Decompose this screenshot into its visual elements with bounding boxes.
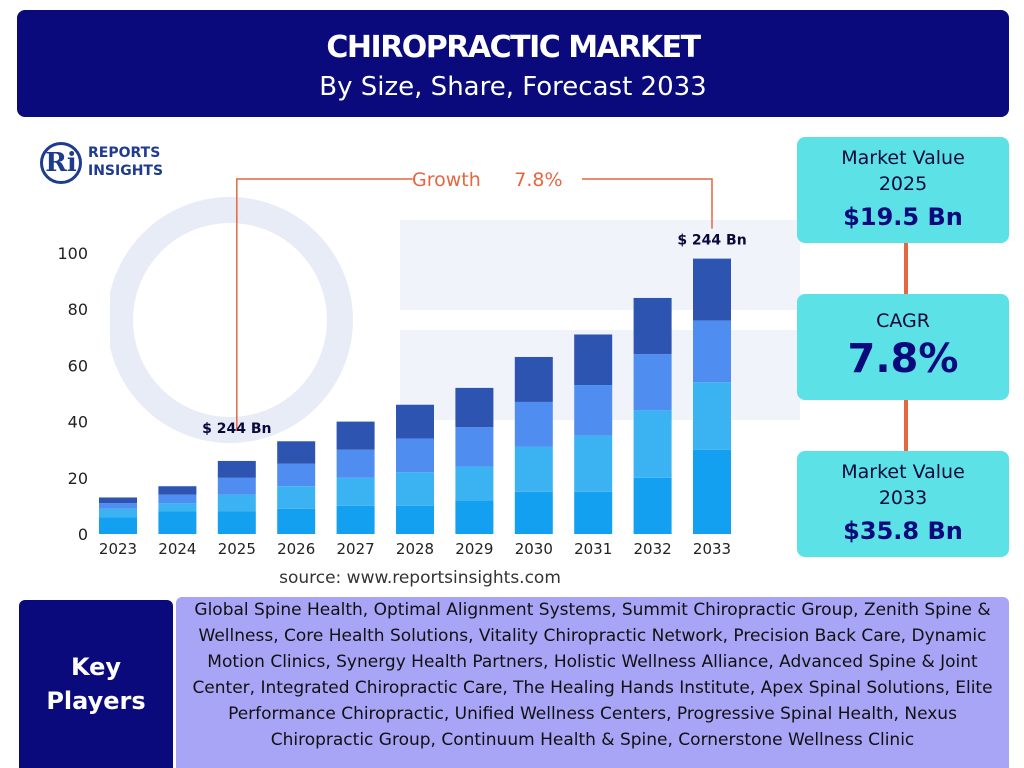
bar-value-label-2025: $ 244 Bn <box>202 421 271 437</box>
logo-text: REPORTS INSIGHTS <box>88 144 163 180</box>
growth-bracket-left <box>236 178 413 431</box>
bar-segment <box>455 500 494 534</box>
bar-segment <box>633 297 672 355</box>
x-tick-label: 2030 <box>515 540 553 558</box>
bar-segment <box>396 505 434 534</box>
bar-segment <box>158 494 197 504</box>
bar-segment <box>336 421 375 450</box>
card-year: 2025 <box>878 173 928 195</box>
bar-segment <box>217 494 256 512</box>
key-players-label: Key Players <box>19 600 173 768</box>
header-banner: CHIROPRACTIC MARKET By Size, Share, Fore… <box>17 10 1009 117</box>
bar-segment <box>217 477 256 495</box>
bar-segment <box>217 460 256 478</box>
bar-segment <box>693 449 731 534</box>
logo-line-1: REPORTS <box>88 145 161 161</box>
card-connector-top <box>904 243 908 294</box>
x-tick-label: 2033 <box>693 540 731 558</box>
page-title: CHIROPRACTIC MARKET <box>326 30 701 65</box>
cagr-card: CAGR 7.8% <box>797 294 1009 400</box>
bar-segment <box>99 517 137 534</box>
y-tick-label: 40 <box>68 413 88 432</box>
bar-value-label-2033: $ 244 Bn <box>677 233 746 249</box>
growth-bracket-right <box>582 178 713 229</box>
bar-segment <box>455 427 494 467</box>
bar-segment <box>633 410 672 478</box>
bar-segment <box>514 356 553 402</box>
y-tick-label: 60 <box>68 356 88 375</box>
bar-segment <box>574 385 613 436</box>
bar-segment <box>693 320 731 383</box>
bar-segment <box>277 441 316 464</box>
y-tick-label: 20 <box>68 469 88 488</box>
card-amount: $35.8 Bn <box>843 517 963 545</box>
bar-segment <box>574 334 613 386</box>
bar-segment <box>396 438 434 473</box>
bar-segment <box>277 508 316 534</box>
key-players-label-line-1: Key <box>70 653 122 681</box>
x-tick-label: 2025 <box>218 540 256 558</box>
logo-mark: Ri <box>40 142 82 184</box>
bar-segment <box>99 497 137 504</box>
bar-segment <box>336 505 375 534</box>
card-amount: $19.5 Bn <box>843 203 963 231</box>
card-label: Market Value <box>841 461 965 483</box>
bar-segment <box>514 401 553 447</box>
x-tick-label: 2027 <box>337 540 375 558</box>
card-year: 2033 <box>878 487 928 509</box>
cagr-value: 7.8% <box>847 336 959 382</box>
key-players-label-line-2: Players <box>46 687 146 715</box>
bar-segment <box>277 463 316 487</box>
bar-segment <box>158 503 197 512</box>
bar-segment <box>574 491 613 534</box>
y-tick-label: 80 <box>68 300 88 319</box>
bar-segment <box>514 446 553 492</box>
market-value-2025-card: Market Value 2025 $19.5 Bn <box>797 137 1009 243</box>
bar-segment <box>455 466 494 501</box>
reports-insights-logo: Ri REPORTS INSIGHTS <box>40 142 180 184</box>
x-tick-label: 2031 <box>574 540 612 558</box>
bar-segment <box>693 258 731 321</box>
x-tick-label: 2032 <box>634 540 672 558</box>
bar-segment <box>574 435 613 492</box>
x-tick-label: 2023 <box>99 540 137 558</box>
bar-segment <box>217 511 256 534</box>
bar-segment <box>455 387 494 428</box>
y-tick-label: 0 <box>78 525 88 544</box>
market-value-2033-card: Market Value 2033 $35.8 Bn <box>797 451 1009 557</box>
source-note: source: www.reportsinsights.com <box>279 568 561 588</box>
bar-segment <box>633 354 672 411</box>
logo-line-2: INSIGHTS <box>88 163 164 179</box>
bar-segment <box>336 449 375 478</box>
card-label: Market Value <box>841 147 965 169</box>
x-tick-label: 2028 <box>396 540 434 558</box>
bar-segment <box>277 486 316 509</box>
bar-segment <box>158 486 197 495</box>
stacked-bar-chart: 0 20 40 60 80 100 2023 2024 2025 2026 2027 2028 2029… <box>57 169 746 558</box>
key-players-list: Global Spine Health, Optimal Alignment S… <box>176 597 1009 768</box>
bar-segment <box>396 472 434 506</box>
bar-segment <box>693 382 731 450</box>
page-subtitle: By Size, Share, Forecast 2033 <box>319 72 707 102</box>
bar-segment <box>99 508 137 518</box>
bar-segment <box>99 503 137 509</box>
bar-segment <box>633 477 672 534</box>
bar-segment <box>514 491 553 534</box>
card-label: CAGR <box>876 310 930 332</box>
growth-label: Growth <box>412 169 481 191</box>
bar-segment <box>396 404 434 439</box>
x-tick-label: 2029 <box>455 540 493 558</box>
x-tick-label: 2024 <box>158 540 196 558</box>
y-tick-label: 100 <box>57 244 88 263</box>
x-tick-label: 2026 <box>277 540 315 558</box>
bar-segment <box>158 511 197 534</box>
growth-value: 7.8% <box>514 169 562 191</box>
card-connector-bottom <box>904 400 908 451</box>
bar-segment <box>336 477 375 506</box>
